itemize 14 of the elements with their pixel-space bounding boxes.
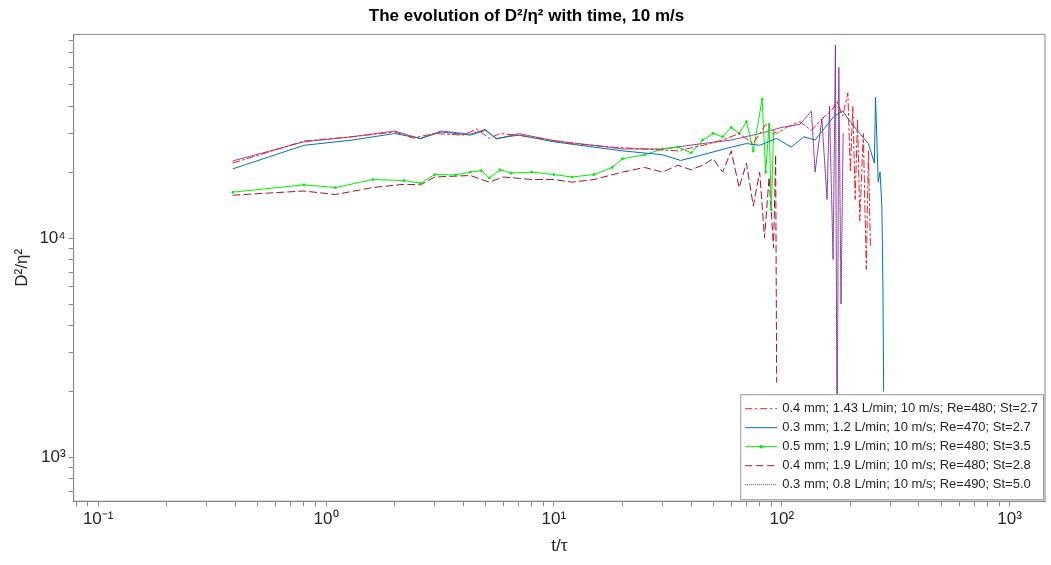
x-tick-label: 10⁰ xyxy=(313,509,339,529)
legend-label: 0.3 mm; 1.2 L/min; 10 m/s; Re=470; St=2.7 xyxy=(782,419,1031,435)
x-tick-label: 10² xyxy=(769,509,795,529)
y-tick-label: 10⁴ xyxy=(39,227,66,247)
legend-label: 0.4 mm; 1.43 L/min; 10 m/s; Re=480; St=2.7 xyxy=(782,400,1039,416)
legend-label: 0.5 mm; 1.9 L/min; 10 m/s; Re=480; St=3.5 xyxy=(782,438,1031,454)
chart-title: The evolution of D²/η² with time, 10 m/s xyxy=(368,5,685,25)
legend-label: 0.3 mm; 0.8 L/min; 10 m/s; Re=490; St=5.0 xyxy=(782,476,1031,492)
x-tick-label: 10⁻¹ xyxy=(82,509,114,529)
y-axis-title: D²/η² xyxy=(11,248,31,287)
x-tick-label: 10³ xyxy=(997,509,1023,529)
legend-label: 0.4 mm; 1.9 L/min; 10 m/s; Re=480; St=2.8 xyxy=(782,457,1031,473)
x-axis-title: t/τ xyxy=(551,536,568,556)
x-tick-label: 10¹ xyxy=(541,509,567,529)
